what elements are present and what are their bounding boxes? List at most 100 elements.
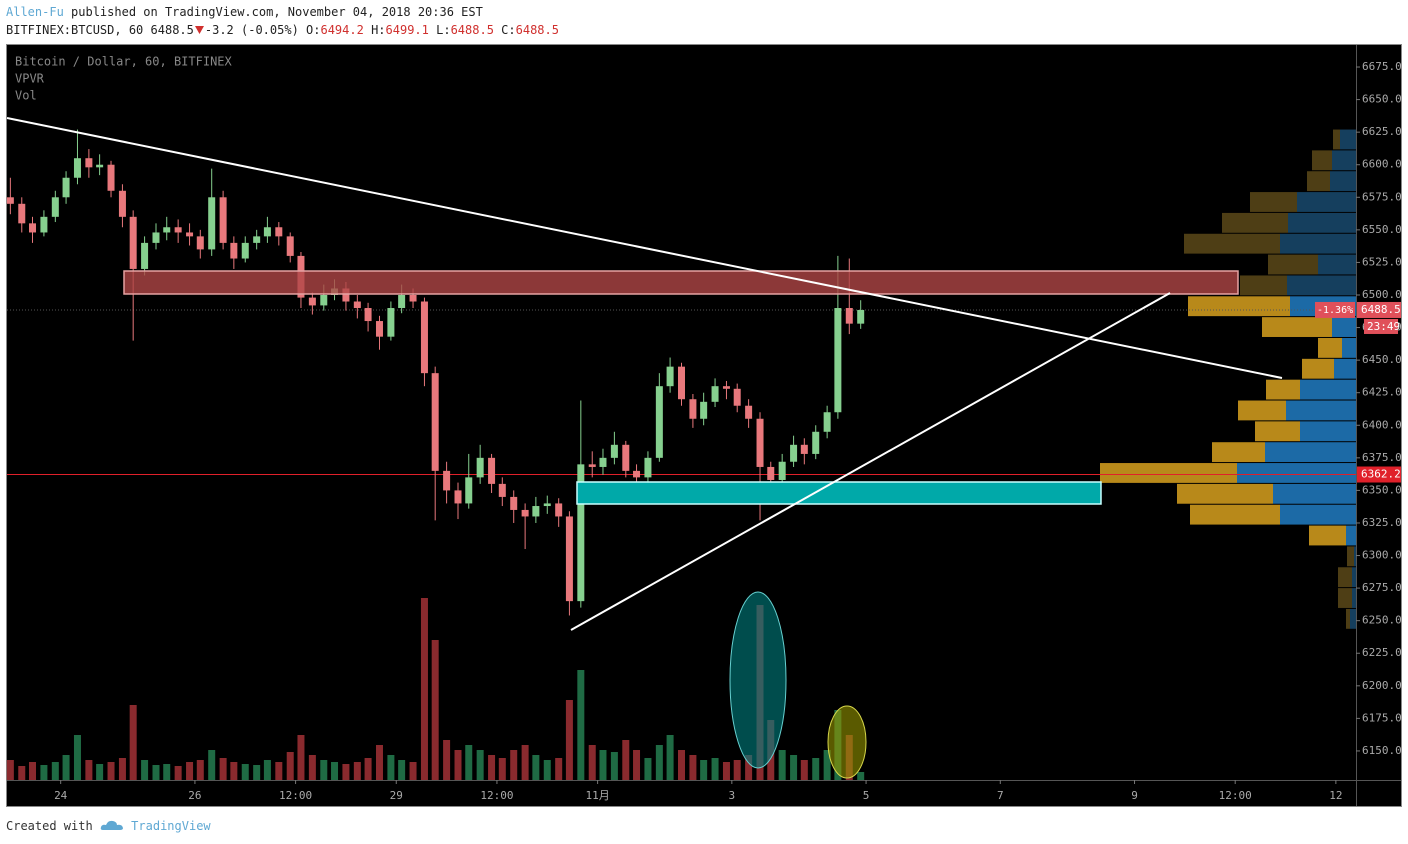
- author[interactable]: Allen-Fu: [6, 5, 64, 19]
- candle-body: [387, 308, 395, 337]
- x-tick-label: 24: [54, 789, 68, 802]
- y-tick-label: 6375.0: [1362, 451, 1402, 464]
- h-label: H:: [371, 23, 386, 37]
- y-tick-label: 6325.0: [1362, 516, 1402, 529]
- candle-body: [398, 294, 406, 309]
- symbol: BITFINEX:BTCUSD, 60: [6, 23, 144, 37]
- candle-body: [96, 164, 104, 168]
- candle-body: [118, 190, 126, 217]
- symbol-line: BITFINEX:BTCUSD, 60 6488.5 -3.2 (-0.05%) …: [6, 23, 559, 37]
- resistance-zone[interactable]: [123, 270, 1239, 295]
- candle-body: [465, 477, 473, 504]
- trend-line[interactable]: [6, 117, 1283, 379]
- vpvr-up: [1273, 483, 1356, 504]
- vpvr-down: [1338, 567, 1352, 588]
- volume-bar: [633, 750, 641, 780]
- volume-highlight[interactable]: [827, 705, 867, 779]
- vpvr-up: [1318, 254, 1356, 275]
- legend-text: VPVR: [15, 72, 45, 86]
- candle-body: [543, 503, 551, 507]
- volume-bar: [398, 760, 406, 780]
- y-tick-label: 6150.0: [1362, 744, 1402, 757]
- vpvr-up: [1265, 442, 1356, 463]
- candle-body: [565, 516, 573, 602]
- y-tick-label: 6175.0: [1362, 711, 1402, 724]
- price-label: 6362.2: [1361, 468, 1401, 481]
- volume-bar: [454, 750, 462, 780]
- x-tick-label: 12:00: [480, 789, 513, 802]
- volume-bar: [812, 758, 820, 780]
- vpvr-down: [1238, 400, 1286, 421]
- candle-body: [588, 464, 596, 467]
- candle-body: [800, 444, 808, 454]
- volume-bar: [476, 750, 484, 780]
- volume-bar: [857, 772, 865, 780]
- volume-bar: [275, 762, 283, 780]
- candle-body: [18, 203, 26, 224]
- candle-body: [420, 301, 428, 374]
- vpvr-up: [1330, 171, 1356, 192]
- volume-bar: [745, 755, 753, 780]
- volume-bar: [364, 758, 372, 780]
- volume-bar: [107, 762, 115, 780]
- candle-body: [196, 236, 204, 250]
- y-tick-label: 6625.0: [1362, 125, 1402, 138]
- change-box: [1315, 301, 1355, 318]
- y-tick-label: 6225.0: [1362, 646, 1402, 659]
- volume-bar: [431, 640, 439, 780]
- price-label-box: [1357, 466, 1401, 483]
- y-tick-label: 6450.0: [1362, 353, 1402, 366]
- volume-bar: [443, 740, 451, 780]
- volume-bar: [308, 755, 316, 780]
- brand[interactable]: TradingView: [131, 819, 211, 833]
- vpvr-down: [1184, 233, 1280, 254]
- volume-bar: [655, 745, 663, 780]
- candle-body: [767, 466, 775, 480]
- volume-bar: [263, 760, 271, 780]
- published: published on TradingView.com, November 0…: [71, 5, 483, 19]
- candle-body: [678, 366, 685, 400]
- vpvr-up: [1288, 212, 1356, 233]
- vpvr-up: [1350, 608, 1356, 629]
- volume-bar: [689, 755, 697, 780]
- low: 6488.5: [450, 23, 494, 37]
- candle-body: [353, 301, 361, 309]
- volume-bar: [510, 750, 518, 780]
- vpvr-down: [1255, 421, 1300, 442]
- y-tick-label: 6650.0: [1362, 93, 1402, 106]
- y-tick-label: 6600.0: [1362, 158, 1402, 171]
- x-tick-label: 12:00: [1219, 789, 1252, 802]
- candle-body: [342, 288, 350, 302]
- vpvr-up: [1280, 233, 1356, 254]
- vpvr-up: [1297, 192, 1356, 212]
- support-zone[interactable]: [576, 481, 1102, 505]
- y-tick-label: 6275.0: [1362, 581, 1402, 594]
- candle-body: [700, 401, 708, 419]
- volume-highlight[interactable]: [729, 591, 787, 769]
- trend-line[interactable]: [570, 292, 1171, 631]
- volume-bar: [532, 755, 540, 780]
- volume-bar: [800, 760, 808, 780]
- candle-body: [275, 227, 283, 237]
- x-tick-label: 11月: [585, 789, 609, 802]
- volume-bar: [219, 758, 227, 780]
- y-tick-label: 6350.0: [1362, 483, 1402, 496]
- candle-body: [532, 506, 540, 517]
- x-tick-label: 3: [729, 789, 736, 802]
- volume-bar: [253, 765, 261, 780]
- candle-body: [577, 464, 585, 602]
- candle-body: [756, 418, 764, 467]
- candle-body: [174, 227, 182, 233]
- vpvr-down: [1312, 150, 1332, 171]
- vpvr-down: [1307, 171, 1330, 192]
- candle-body: [633, 470, 641, 478]
- volume-bar: [644, 758, 652, 780]
- open: 6494.2: [320, 23, 364, 37]
- logo: [100, 820, 123, 830]
- candle-body: [186, 232, 194, 237]
- change: -3.2 (-0.05%): [204, 23, 299, 37]
- volume-bar: [610, 752, 618, 780]
- candle-body: [834, 308, 842, 413]
- candle-body: [610, 444, 618, 458]
